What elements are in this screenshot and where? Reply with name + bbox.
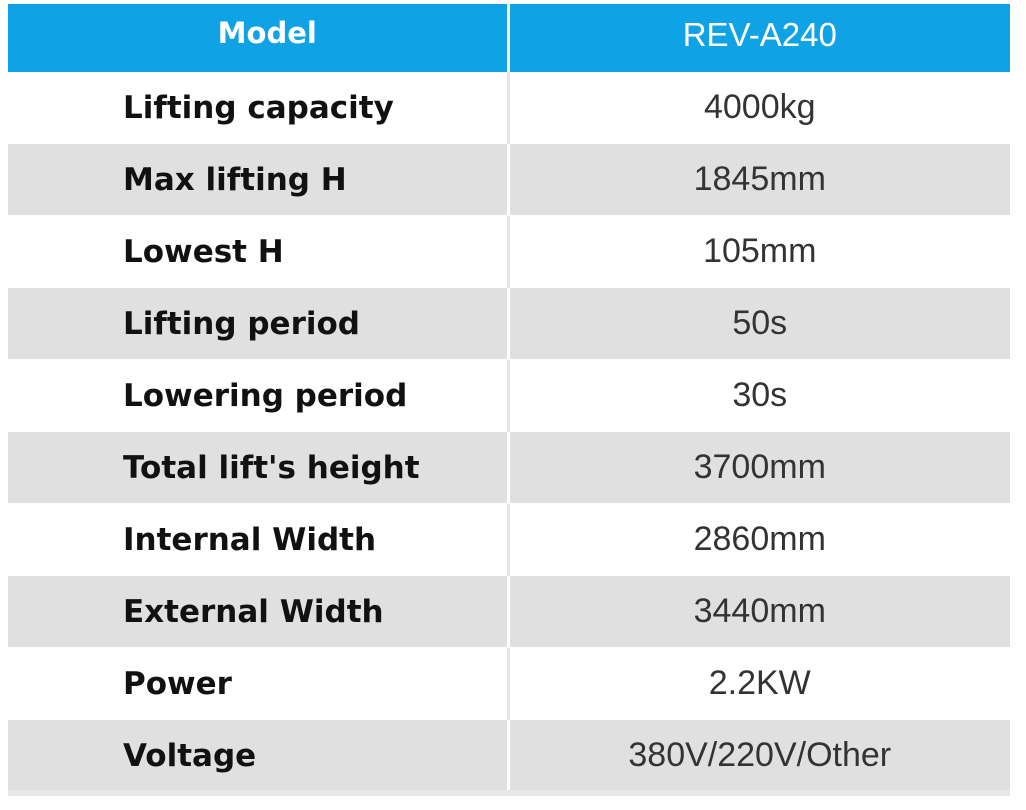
row-value: 50s [508, 287, 1010, 360]
row-label: Voltage [8, 719, 510, 792]
row-label: Total lift's height [8, 431, 510, 504]
row-value: 2.2KW [508, 647, 1010, 720]
table-row: Lifting capacity 4000kg [8, 72, 1010, 144]
model-header-label: Model [8, 4, 510, 72]
row-label: Lifting capacity [8, 72, 510, 144]
spec-table: Model REV-A240 Lifting capacity 4000kg M… [8, 4, 1010, 792]
header-row: Model REV-A240 [8, 4, 1010, 72]
table-row: Voltage 380V/220V/Other [8, 719, 1010, 792]
table-row: Total lift's height 3700mm [8, 431, 1010, 504]
row-value: 1845mm [508, 143, 1010, 216]
row-label: Power [8, 647, 510, 720]
row-label: Lowest H [8, 215, 510, 288]
row-label: Lifting period [8, 287, 510, 360]
row-value: 105mm [508, 215, 1010, 288]
table-row: Max lifting H 1845mm [8, 143, 1010, 216]
table-row: Internal Width 2860mm [8, 503, 1010, 576]
row-value: 380V/220V/Other [508, 719, 1010, 792]
row-label: Lowering period [8, 359, 510, 432]
table-row: Power 2.2KW [8, 647, 1010, 720]
table-bottom-border [8, 790, 1010, 796]
model-header-value: REV-A240 [508, 4, 1010, 72]
row-value: 30s [508, 359, 1010, 432]
row-label: Max lifting H [8, 143, 510, 216]
table-row: Lifting period 50s [8, 287, 1010, 360]
row-label: Internal Width [8, 503, 510, 576]
table-row: Lowering period 30s [8, 359, 1010, 432]
row-label: External Width [8, 575, 510, 648]
row-value: 3700mm [508, 431, 1010, 504]
table-row: Lowest H 105mm [8, 215, 1010, 288]
row-value: 3440mm [508, 575, 1010, 648]
row-value: 4000kg [508, 72, 1010, 144]
row-value: 2860mm [508, 503, 1010, 576]
table-row: External Width 3440mm [8, 575, 1010, 648]
